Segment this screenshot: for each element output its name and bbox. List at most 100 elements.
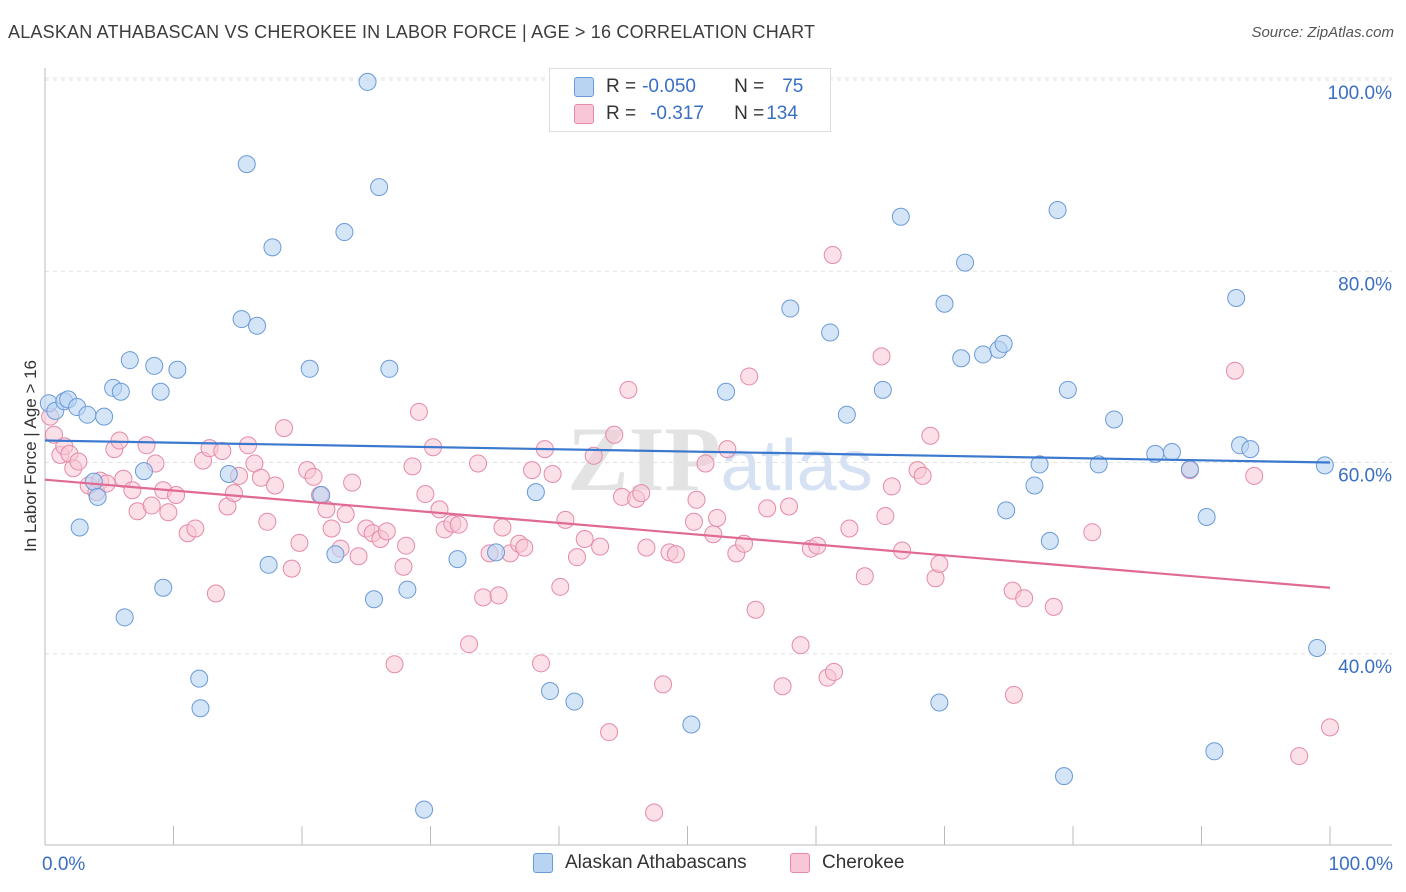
cherokee-point — [282, 559, 301, 578]
bottom-legend-cherokee: Cherokee — [790, 852, 904, 874]
y-tick-label: 100.0% — [1328, 83, 1393, 104]
legend-n-label: N = — [734, 76, 765, 97]
cherokee-point — [123, 481, 142, 500]
athabascan-point — [1055, 767, 1074, 786]
cherokee-trend-line — [44, 478, 1331, 589]
cherokee-point — [110, 431, 129, 450]
legend-n-label: N = — [734, 103, 765, 124]
cherokee-point — [876, 507, 895, 526]
cherokee-point — [532, 654, 551, 673]
cherokee-point — [239, 436, 258, 455]
cherokee-point — [213, 442, 232, 461]
cherokee-point — [632, 484, 651, 503]
cherokee-point — [882, 477, 901, 496]
athabascan-point — [248, 316, 267, 335]
athabascan-point — [326, 545, 345, 564]
cherokee-point — [619, 380, 638, 399]
athabascan-point — [370, 178, 389, 197]
cherokee-point — [469, 454, 488, 473]
athabascan-point — [541, 682, 560, 701]
athabascan-point — [1180, 460, 1199, 479]
cherokee-point — [1245, 466, 1264, 485]
athabascan-point — [358, 72, 377, 91]
cherokee-point — [416, 485, 435, 504]
cherokee-point — [474, 588, 493, 607]
cherokee-point — [551, 577, 570, 596]
cherokee-point — [224, 484, 243, 503]
athabascan-point — [1241, 440, 1260, 459]
cherokee-point — [684, 512, 703, 531]
athabascan-point — [145, 356, 164, 375]
cherokee-point — [605, 425, 624, 444]
athabascan-point — [1205, 742, 1224, 761]
athabascan-point — [935, 294, 954, 313]
cherokee-point — [584, 446, 603, 465]
cherokee-point — [460, 635, 479, 654]
athabascan-point — [70, 518, 89, 537]
cherokee-point — [336, 505, 355, 524]
legend-swatch-blue — [574, 77, 594, 97]
legend-r-value: -0.317 — [650, 103, 704, 124]
athabascan-point — [781, 299, 800, 318]
athabascan-point — [1197, 508, 1216, 527]
athabascan-trend-line — [44, 439, 1331, 464]
cherokee-point — [251, 468, 270, 487]
cherokee-point — [1290, 747, 1309, 766]
athabascan-point — [1315, 456, 1334, 475]
cherokee-point — [791, 636, 810, 655]
cherokee-point — [718, 440, 737, 459]
athabascan-point — [364, 590, 383, 609]
athabascan-point — [930, 693, 949, 712]
cherokee-point — [758, 499, 777, 518]
athabascan-point — [78, 405, 97, 424]
legend-n-value: 75 — [782, 76, 804, 97]
athabascan-point — [837, 405, 856, 424]
cherokee-point — [258, 512, 277, 531]
athabascan-point — [1058, 380, 1077, 399]
trend-lines — [44, 439, 1331, 589]
legend-swatch-pink — [574, 104, 594, 124]
athabascan-point — [335, 223, 354, 242]
athabascan-point — [821, 323, 840, 342]
athabascan-point — [415, 800, 434, 819]
athabascan-point — [448, 550, 467, 569]
cherokee-point — [493, 518, 512, 537]
athabascan-point — [398, 580, 417, 599]
athabascan-point — [526, 483, 545, 502]
athabascan-point — [717, 382, 736, 401]
cherokee-point — [44, 425, 63, 444]
cherokee-point — [69, 452, 88, 471]
cherokee-point — [394, 557, 413, 576]
watermark-atlas: atlas — [721, 426, 873, 506]
athabascan-point — [115, 608, 134, 627]
cherokee-point — [403, 457, 422, 476]
athabascan-point — [237, 155, 256, 174]
y-tick-label: 60.0% — [1338, 466, 1392, 487]
cherokee-point — [913, 466, 932, 485]
bottom-legend-swatch-blue — [533, 853, 553, 873]
cherokee-point — [167, 486, 186, 505]
athabascan-point — [232, 310, 251, 329]
cherokee-point — [266, 476, 285, 495]
cherokee-point — [1015, 589, 1034, 608]
cherokee-point — [1225, 361, 1244, 380]
cherokee-point — [159, 503, 178, 522]
cherokee-point — [921, 426, 940, 445]
athabascan-point — [263, 238, 282, 257]
y-tick-label: 80.0% — [1338, 274, 1392, 295]
cherokee-point — [377, 522, 396, 541]
athabascan-point — [1089, 455, 1108, 474]
athabascan-point — [1227, 289, 1246, 308]
athabascan-point — [151, 382, 170, 401]
athabascan-point — [1105, 410, 1124, 429]
cherokee-point — [666, 545, 685, 564]
cherokee-point — [600, 723, 619, 742]
cherokee-point — [855, 567, 874, 586]
x-tick-label: 100.0% — [1329, 854, 1394, 875]
cherokee-point — [591, 537, 610, 556]
cherokee-point — [575, 530, 594, 548]
athabascan-point — [997, 501, 1016, 520]
cherokee-point — [142, 496, 161, 515]
athabascan-point — [1030, 455, 1049, 474]
cherokee-point — [290, 533, 309, 552]
